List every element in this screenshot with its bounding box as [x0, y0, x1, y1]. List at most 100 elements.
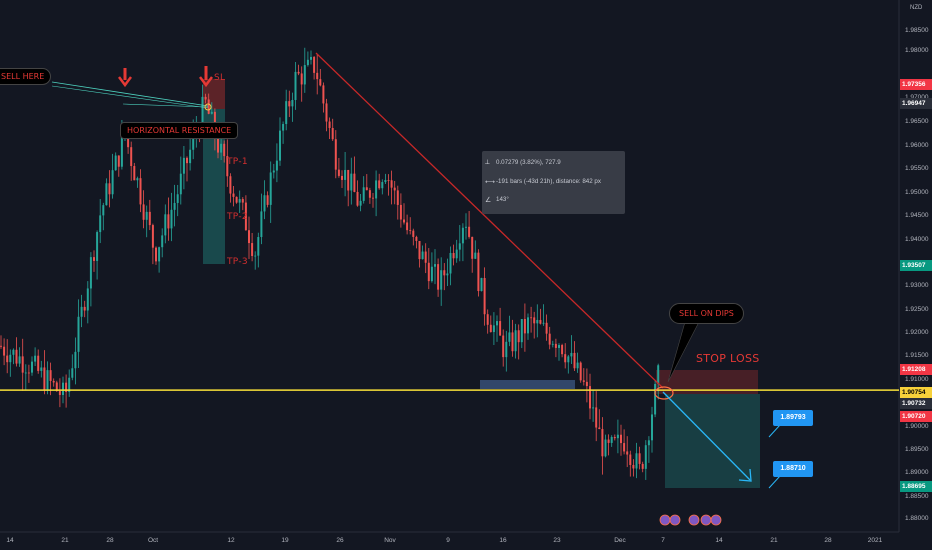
candle-body	[279, 130, 281, 161]
candle-body	[620, 434, 622, 444]
candle-body	[232, 193, 235, 197]
candle-body	[127, 135, 130, 148]
target-1-badge[interactable]: 1.89793	[773, 410, 813, 426]
candle-body	[241, 199, 244, 203]
candle-body	[468, 226, 471, 237]
price-tick-label: 1.89000	[905, 469, 929, 476]
time-tick-label: 14	[715, 537, 723, 544]
time-tick-label: 21	[770, 537, 778, 544]
candle-body	[409, 230, 412, 231]
candle-body	[89, 257, 92, 289]
price-badge: 1.90720	[900, 411, 932, 422]
candle-body	[415, 236, 418, 241]
candle-body	[523, 319, 526, 334]
candle-body	[430, 266, 433, 282]
candle-body	[145, 211, 148, 220]
candle-body	[204, 96, 207, 100]
candle-body	[297, 71, 300, 74]
price-tick-label: 1.91500	[905, 352, 929, 359]
candle-body	[353, 173, 356, 192]
candle-body	[99, 215, 102, 233]
candle-body	[269, 172, 272, 205]
candle-body	[68, 377, 71, 392]
candle-body	[446, 273, 449, 276]
candle-body	[461, 227, 464, 244]
candle-body	[27, 372, 30, 374]
candle-body	[542, 322, 545, 324]
candle-body	[558, 345, 560, 348]
time-tick-label: 19	[281, 537, 289, 544]
time-tick-label: 28	[106, 537, 114, 544]
price-tick-label: 1.96500	[905, 118, 929, 125]
tp-zone	[203, 109, 225, 264]
candle-body	[294, 71, 297, 100]
candle-body	[300, 73, 303, 85]
candle-body	[254, 255, 257, 257]
candle-body	[418, 240, 421, 260]
candle-body	[635, 453, 638, 469]
candle-body	[403, 219, 405, 223]
sl-label: SL	[214, 73, 226, 83]
candle-body	[282, 124, 285, 131]
candle-body	[527, 317, 529, 334]
candle-body	[86, 288, 89, 311]
candle-body	[567, 356, 570, 363]
candle-body	[263, 195, 266, 212]
candle-body	[406, 222, 409, 231]
candle-body	[496, 321, 498, 326]
candle-body	[381, 182, 384, 189]
candle-body	[49, 370, 52, 381]
tp3-label: TP-3	[227, 257, 248, 267]
tp2-label: TP-2	[227, 212, 248, 222]
candle-body	[226, 156, 229, 177]
price-tick-label: 1.95500	[905, 165, 929, 172]
candle-body	[201, 96, 204, 134]
candle-body	[12, 349, 15, 355]
price-tick-label: 1.94000	[905, 236, 929, 243]
candle-body	[80, 306, 83, 317]
candle-body	[589, 386, 591, 409]
candle-body	[480, 278, 483, 292]
price-tick-label: 1.88000	[905, 515, 929, 522]
candle-body	[452, 252, 455, 259]
support-zone	[480, 380, 575, 389]
candle-body	[393, 187, 396, 191]
candle-body	[55, 382, 58, 392]
candle-body	[601, 429, 604, 457]
candle-body	[536, 319, 539, 324]
sell-here-pointer-2	[51, 85, 209, 109]
candle-body	[511, 332, 514, 352]
candle-body	[303, 65, 306, 85]
candle-body	[96, 232, 99, 261]
price-badge: 1.93507	[900, 260, 932, 271]
candle-body	[390, 180, 393, 188]
candle-body	[638, 453, 641, 464]
candle-body	[545, 322, 548, 334]
candle-body	[517, 330, 520, 343]
sell-arrow-head-icon	[118, 76, 132, 88]
price-tick-label: 1.98000	[905, 47, 929, 54]
candle-body	[155, 247, 157, 262]
candle-body	[133, 166, 136, 181]
measure-tooltip: ⟂ 0.07279 (3.82%), 727.9 ⟷ -191 bars (-43d…	[482, 151, 625, 214]
target-2-badge[interactable]: 1.88710	[773, 461, 813, 477]
candle-body	[548, 333, 551, 345]
tp1-label: TP-1	[227, 157, 248, 167]
time-tick-label: 23	[553, 537, 561, 544]
candle-body	[647, 440, 650, 446]
candle-body	[192, 134, 195, 150]
candle-body	[595, 407, 598, 428]
event-flag-icon	[710, 514, 722, 526]
candle-body	[359, 200, 362, 206]
price-tick-label: 1.95000	[905, 189, 929, 196]
candle-body	[46, 370, 49, 390]
candle-body	[105, 183, 108, 206]
candle-body	[3, 346, 6, 356]
candle-body	[142, 204, 145, 220]
time-tick-label: Nov	[384, 537, 396, 544]
candle-body	[598, 427, 601, 430]
candle-body	[508, 332, 511, 342]
candle-body	[372, 197, 374, 199]
